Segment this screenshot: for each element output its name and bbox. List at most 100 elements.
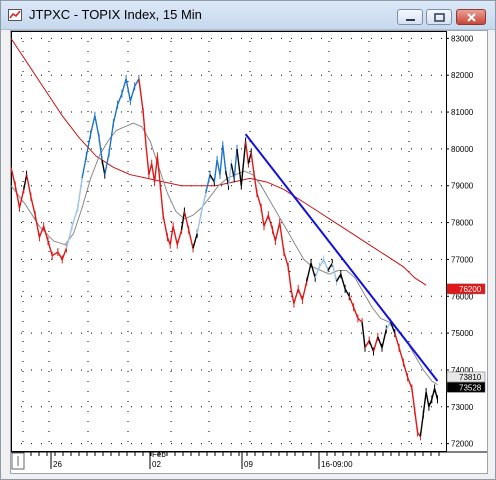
price-segment <box>65 226 73 249</box>
price-segment <box>377 336 383 349</box>
chart-grid <box>11 31 446 451</box>
minimize-icon <box>406 19 415 21</box>
y-tick-label: 82000 <box>451 71 474 80</box>
price-segment <box>71 207 79 227</box>
price-segment <box>327 262 333 271</box>
y-tick-label: 77000 <box>451 255 474 264</box>
trendline-group[interactable] <box>244 133 439 382</box>
price-segment <box>256 192 262 208</box>
plot-border <box>11 31 447 452</box>
price-segment <box>274 222 281 242</box>
y-tick-label: 80000 <box>451 145 474 154</box>
price-segment <box>323 259 329 271</box>
y-tick-label: 81000 <box>451 108 474 117</box>
price-segment <box>61 248 68 260</box>
price-segment <box>385 321 392 330</box>
price-segment <box>352 307 359 319</box>
price-segment <box>11 167 16 186</box>
price-segment <box>162 215 169 238</box>
price-segment <box>34 215 41 238</box>
price-segment <box>406 377 413 389</box>
price-segment <box>398 347 405 363</box>
price-segment <box>314 266 321 279</box>
price-segment <box>30 196 36 216</box>
y-tick-label: 79000 <box>451 182 474 191</box>
maximize-icon <box>434 13 445 22</box>
y-tick-label: 75000 <box>451 329 474 338</box>
price-segment <box>205 174 211 194</box>
price-segment <box>57 251 63 260</box>
price-segment <box>43 226 49 242</box>
price-segment <box>108 122 115 153</box>
price-segment <box>240 141 247 186</box>
price-segment <box>236 148 242 186</box>
price-segment <box>267 215 274 231</box>
price-segment <box>14 185 21 208</box>
price-segment <box>340 274 346 290</box>
trendline[interactable] <box>244 133 439 382</box>
window-title: JTPXC - TOPIX Index, 15 Min <box>29 7 202 22</box>
maximize-button[interactable] <box>426 9 452 25</box>
price-segment <box>361 322 366 348</box>
price-segment <box>389 321 396 334</box>
chart-app-icon <box>8 9 22 21</box>
price-segment <box>94 115 100 138</box>
price-segment <box>142 112 147 146</box>
price-segment <box>159 185 164 216</box>
price-segment <box>310 262 316 278</box>
ma-fast-line <box>11 122 438 386</box>
price-segment <box>372 336 379 352</box>
price-segment <box>368 340 375 352</box>
price-segment <box>283 251 289 267</box>
price-badge <box>446 283 486 295</box>
close-icon <box>467 13 476 22</box>
ma-slow-line <box>11 38 427 286</box>
price-segment <box>188 229 194 249</box>
price-segment <box>219 145 224 175</box>
price-segment <box>364 340 370 349</box>
price-segment <box>176 229 183 245</box>
price-segment <box>297 288 304 301</box>
price-segment <box>183 211 190 231</box>
price-segment <box>89 115 96 135</box>
close-button[interactable] <box>456 9 486 25</box>
price-segment <box>200 192 207 212</box>
price-segment <box>38 226 45 238</box>
chart-area[interactable]: 72000 73000 74000 75000 76000 77000 78000 79000… <box>10 30 488 474</box>
price-segment <box>402 362 409 378</box>
price-segment <box>172 226 178 245</box>
price-badge <box>446 382 486 393</box>
price-segment <box>331 262 338 282</box>
y-axis-ticks: 72000 73000 74000 75000 76000 77000 78000 79000… <box>446 34 474 449</box>
price-segment <box>279 222 285 253</box>
price-chart[interactable]: 72000 73000 74000 75000 76000 77000 78000 79000… <box>11 31 487 473</box>
price-segment <box>134 78 140 87</box>
minimize-button[interactable] <box>397 9 423 25</box>
y-tick-label: 74000 <box>451 366 474 375</box>
price-segment <box>335 273 342 282</box>
price-segment <box>318 259 325 268</box>
y-tick-label: 72000 <box>451 440 474 449</box>
price-segment <box>233 148 238 179</box>
price-badge-label: 73528 <box>459 383 482 392</box>
price-badge <box>446 371 486 383</box>
price-segment <box>196 211 203 234</box>
price-segment <box>112 104 119 124</box>
y-tick-label: 78000 <box>451 219 474 228</box>
price-segment <box>121 78 127 94</box>
price-segment <box>81 156 87 179</box>
price-segment <box>25 174 32 197</box>
ma-slow-line-group <box>11 38 427 286</box>
price-segment <box>263 214 269 227</box>
x-tick-label: 02 <box>152 460 161 469</box>
price-badge-label: 73810 <box>459 373 482 382</box>
price-segment <box>116 93 123 105</box>
y-tick-label: 83000 <box>451 34 474 43</box>
x-tick-label: 16-09:00 <box>321 460 353 469</box>
title-bar[interactable]: JTPXC - TOPIX Index, 15 Min <box>1 1 495 30</box>
price-segment <box>381 329 387 348</box>
price-series-group <box>11 74 439 441</box>
price-segment <box>209 174 215 183</box>
